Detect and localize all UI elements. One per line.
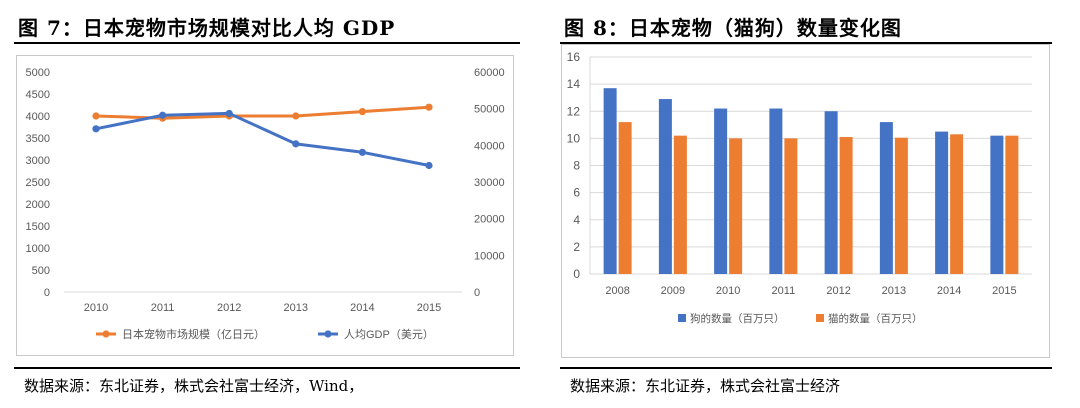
chart1-left-tick-label: 2500 <box>26 177 50 189</box>
chart1-series-1-point <box>292 112 300 120</box>
chart1-series-line-1 <box>95 105 430 120</box>
chart2-y-tick-label: 4 <box>573 213 580 227</box>
chart1-left-tick-label: 5000 <box>26 67 50 79</box>
chart2-x-tick-label: 2009 <box>661 285 685 297</box>
chart1-series-1-point <box>425 103 433 111</box>
chart2-y-tick-label: 2 <box>573 240 580 254</box>
chart1-x-tick-label: 2011 <box>151 302 175 314</box>
chart1-left-tick-label: 500 <box>32 265 50 277</box>
chart1-right-tick-label: 20000 <box>474 214 505 226</box>
figure-7-source: 数据来源：东北证券，株式会社富士经济，Wind， <box>24 377 364 395</box>
chart1-series-2-point <box>425 161 433 170</box>
chart1-x-tick-label: 2013 <box>284 302 308 314</box>
chart1-left-tick-label: 4000 <box>26 111 50 123</box>
chart1-right-tick-label: 10000 <box>474 250 505 262</box>
chart1-right-tick-label: 60000 <box>474 67 505 79</box>
chart1-legend-marker <box>102 330 110 338</box>
chart1-left-tick-label: 3000 <box>26 155 50 167</box>
figure-8-source: 数据来源：东北证券，株式会社富士经济 <box>570 377 841 395</box>
chart2-legend-swatch <box>678 314 686 322</box>
chart1-x-tick-label: 2014 <box>350 302 374 314</box>
chart2-bar-cats <box>673 135 687 274</box>
chart1-right-tick-label: 40000 <box>474 140 505 152</box>
chart1-series-2-point <box>159 111 167 119</box>
chart2-bar-cats <box>950 134 964 274</box>
chart1-left-tick-label: 3500 <box>26 133 50 145</box>
chart2-bar-cats <box>839 137 853 274</box>
chart1-x-tick-label: 2015 <box>417 302 441 314</box>
figure-8-source-rule <box>560 367 1052 369</box>
chart1-left-tick-label: 4500 <box>26 89 50 101</box>
chart2-bar-dogs <box>879 122 893 274</box>
figure-8-title-rule <box>560 42 1052 44</box>
chart1-series-2-point <box>358 148 366 156</box>
figure-8-title: 图 8：日本宠物（猫狗）数量变化图 <box>564 16 902 40</box>
chart2-bar-dogs <box>714 108 728 274</box>
chart1-left-tick-label: 1500 <box>26 221 50 233</box>
chart2-bar-dogs <box>935 131 949 274</box>
chart2-x-tick-label: 2015 <box>992 285 1016 297</box>
chart1-right-tick-label: 30000 <box>474 177 505 189</box>
chart2-x-tick-label: 2012 <box>826 285 850 297</box>
chart1-right-tick-label: 50000 <box>474 104 505 116</box>
chart2-y-tick-label: 6 <box>573 186 580 200</box>
chart2-bar-dogs <box>769 108 783 274</box>
chart2-bar-dogs <box>603 88 617 274</box>
chart2-bar-cats <box>1005 135 1019 274</box>
chart2-legend-label: 猫的数量（百万只） <box>828 312 923 325</box>
figure-7-title: 图 7：日本宠物市场规模对比人均 GDP <box>18 16 396 40</box>
chart2-y-tick-label: 14 <box>567 77 581 91</box>
chart2-bar-cats <box>784 138 798 274</box>
chart2-y-tick-label: 10 <box>567 131 581 145</box>
chart2-legend-label: 狗的数量（百万只） <box>690 312 785 325</box>
chart2-bar-dogs <box>658 99 672 274</box>
chart2-legend-swatch <box>816 314 824 322</box>
chart2-bar-dogs <box>824 111 838 274</box>
chart2-y-tick-label: 16 <box>567 50 581 64</box>
chart1-series-1-point <box>358 108 366 116</box>
figure-8-chart-frame <box>561 44 1050 358</box>
chart2-y-tick-label: 8 <box>573 159 580 173</box>
chart2-y-tick-label: 12 <box>567 104 581 118</box>
chart1-legend-label: 人均GDP（美元） <box>344 328 434 341</box>
chart2-x-tick-label: 2008 <box>605 285 629 297</box>
chart2-bar-cats <box>894 137 908 274</box>
chart2-x-tick-label: 2010 <box>716 285 740 297</box>
chart2-bar-dogs <box>990 135 1004 274</box>
chart1-series-2-point <box>92 125 100 133</box>
chart1-series-1-point <box>92 112 100 120</box>
chart1-x-tick-label: 2012 <box>217 302 241 314</box>
chart1-legend-marker <box>324 330 332 338</box>
figure-7-source-rule <box>14 367 520 369</box>
chart2-x-tick-label: 2014 <box>937 285 961 297</box>
chart1-left-tick-label: 2000 <box>26 199 50 211</box>
chart1-left-tick-label: 1000 <box>26 243 50 255</box>
chart2-x-tick-label: 2011 <box>772 285 796 297</box>
chart1-legend-label: 日本宠物市场规模（亿日元） <box>122 327 265 341</box>
chart1-series-line-2 <box>95 111 430 167</box>
chart2-x-tick-label: 2013 <box>882 285 906 297</box>
figure-7-title-rule <box>14 42 520 44</box>
chart2-bar-cats <box>618 122 632 274</box>
chart2-y-tick-label: 0 <box>573 267 580 281</box>
chart2-bar-cats <box>729 138 743 274</box>
chart1-x-tick-label: 2010 <box>84 302 108 314</box>
chart1-right-tick-label: 0 <box>474 287 480 299</box>
chart1-left-tick-label: 0 <box>44 287 50 299</box>
chart1-series-2-point <box>225 109 233 118</box>
chart1-series-2-point <box>292 140 300 148</box>
